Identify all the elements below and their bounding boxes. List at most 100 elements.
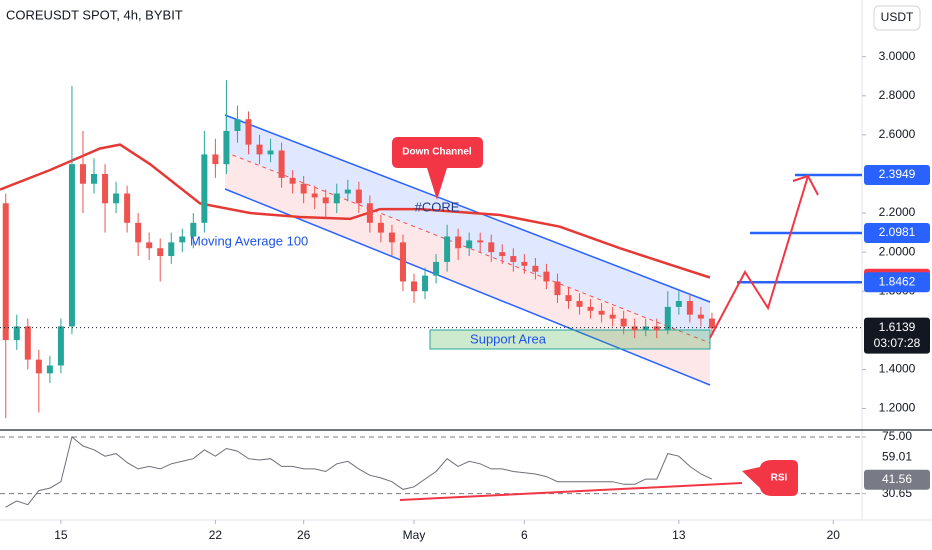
rsi-value: 41.56 xyxy=(882,472,912,486)
channel-middle xyxy=(224,151,711,344)
candle-body xyxy=(245,119,252,145)
candle-body xyxy=(664,306,671,331)
callout-text: Down Channel xyxy=(402,147,472,158)
candle-body xyxy=(455,236,462,249)
candle-body xyxy=(190,222,197,237)
level-label-bg xyxy=(864,272,930,293)
rsi-ma-value: 59.01 xyxy=(882,450,912,464)
candle-body xyxy=(708,318,715,329)
candle-body xyxy=(554,281,561,296)
rsi-line xyxy=(5,436,713,508)
candle-body xyxy=(510,256,517,262)
channel-upper-fill xyxy=(225,115,710,343)
y-tick-label: 2.8000 xyxy=(879,88,916,102)
ma-label: Moving Average 100 xyxy=(190,233,308,248)
candle-body xyxy=(113,193,120,204)
candle-body xyxy=(411,281,418,292)
candle-body xyxy=(543,271,550,282)
y-tick-label: 75.00 xyxy=(882,429,912,443)
x-tick-label: 15 xyxy=(54,528,68,542)
projection-arrow xyxy=(709,175,809,339)
rsi-value-bg xyxy=(864,469,930,490)
countdown: 03:07:28 xyxy=(874,336,921,350)
y-tick-label: 2.6000 xyxy=(879,127,916,141)
candle-body xyxy=(444,236,451,262)
rsi-callout xyxy=(742,460,798,496)
candle-body xyxy=(267,150,274,155)
candle-body xyxy=(311,193,318,198)
marks xyxy=(0,80,862,508)
candle-body xyxy=(697,314,704,319)
candle-body xyxy=(377,222,384,233)
candle-body xyxy=(366,203,373,223)
candle-body xyxy=(598,310,605,315)
y-tick-label: 2.2000 xyxy=(879,205,916,219)
candle-body xyxy=(521,261,528,266)
candle-body xyxy=(477,240,484,243)
hashtag: #CORE xyxy=(415,199,460,214)
candle-body xyxy=(322,197,329,204)
x-tick-label: 6 xyxy=(521,528,528,542)
candle-body xyxy=(631,326,638,331)
candle-body xyxy=(168,242,175,257)
candle-body xyxy=(46,365,53,374)
candle-body xyxy=(91,173,98,184)
candle-body xyxy=(24,326,31,360)
candle-body xyxy=(399,242,406,282)
candle-body xyxy=(587,306,594,311)
candle-body xyxy=(344,189,351,194)
candle-body xyxy=(13,326,20,341)
candle-body xyxy=(278,150,285,178)
candle-body xyxy=(300,183,307,194)
candle-body xyxy=(609,314,616,319)
candle-body xyxy=(642,326,649,331)
candle-body xyxy=(675,301,682,307)
candle-body xyxy=(124,193,131,223)
currency-label[interactable]: USDT xyxy=(881,10,914,24)
candle-body xyxy=(488,242,495,253)
channel-lower xyxy=(224,188,711,386)
candle-body xyxy=(289,177,296,184)
candle-body xyxy=(256,144,263,155)
rsi-trendline xyxy=(399,482,743,501)
last-price-bg xyxy=(864,317,930,354)
candle-body xyxy=(212,154,219,165)
y-tick-label: 2.0000 xyxy=(879,244,916,258)
candle-body xyxy=(102,173,109,204)
support-label: Support Area xyxy=(470,331,547,346)
moving-average xyxy=(0,143,711,279)
candle-body xyxy=(68,164,75,327)
level-label: 2.3949 xyxy=(879,167,916,181)
candle-body xyxy=(157,248,164,257)
x-tick-label: 20 xyxy=(827,528,841,542)
candle-body xyxy=(355,189,362,204)
x-tick-label: 22 xyxy=(209,528,223,542)
candle-body xyxy=(686,301,693,315)
candle-body xyxy=(201,154,208,223)
candle-body xyxy=(576,301,583,307)
candle-body xyxy=(532,265,539,272)
x-tick-label: 26 xyxy=(297,528,311,542)
currency-button[interactable] xyxy=(873,5,921,31)
candle-body xyxy=(79,164,86,184)
arrow-head xyxy=(792,174,819,196)
level-label-bg xyxy=(864,222,930,243)
y-tick-label: 1.4000 xyxy=(879,362,916,376)
callout xyxy=(392,137,483,200)
candle-body xyxy=(234,119,241,131)
candle-body xyxy=(565,295,572,301)
candle-body xyxy=(499,252,506,257)
candle-body xyxy=(35,359,42,374)
candle-body xyxy=(653,326,660,331)
candle-body xyxy=(146,242,153,249)
chart-title: COREUSDT SPOT, 4h, BYBIT xyxy=(6,7,183,22)
rsi-callout-text: RSI xyxy=(771,473,788,484)
level-label: 1.8462 xyxy=(879,274,916,288)
channel-lower-fill xyxy=(225,152,710,385)
x-tick-label: May xyxy=(403,528,426,542)
candle-body xyxy=(422,275,429,292)
candle-body xyxy=(433,261,440,276)
